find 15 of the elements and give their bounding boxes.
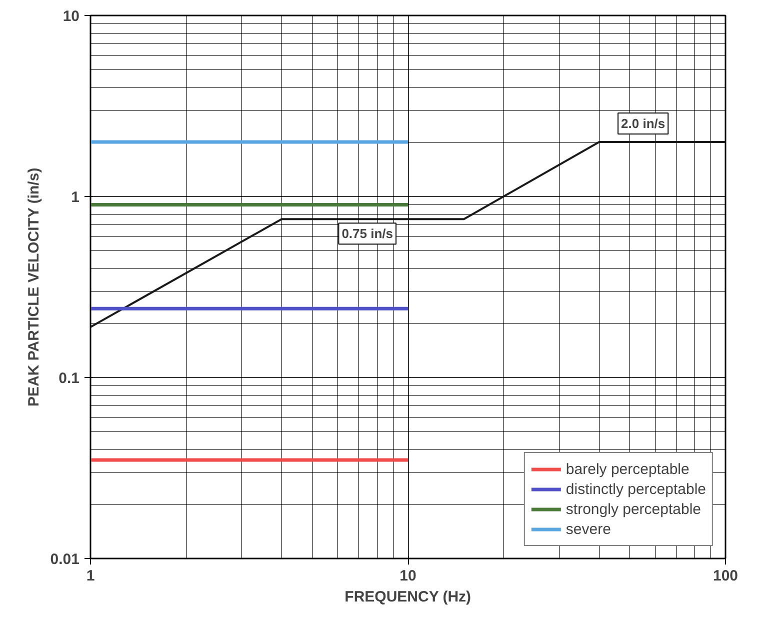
- x-tick-label: 10: [400, 568, 416, 584]
- legend-label: distinctly perceptable: [566, 480, 706, 498]
- y-tick-label: 1: [71, 189, 80, 206]
- legend-label: barely perceptable: [566, 460, 690, 478]
- y-tick-label: 10: [62, 8, 80, 25]
- x-tick-label: 100: [712, 568, 738, 584]
- x-axis-title: FREQUENCY (Hz): [344, 588, 472, 606]
- legend-label: strongly perceptable: [566, 500, 702, 518]
- legend-label: severe: [566, 520, 611, 538]
- y-tick-label: 0.01: [50, 551, 80, 568]
- y-tick-label: 0.1: [58, 370, 80, 387]
- annotation: 0.75 in/s: [342, 226, 394, 242]
- annotation: 2.0 in/s: [621, 116, 666, 132]
- y-axis-title: PEAK PARTICLE VELOCITY (in/s): [25, 168, 42, 406]
- x-tick-label: 1: [86, 568, 95, 584]
